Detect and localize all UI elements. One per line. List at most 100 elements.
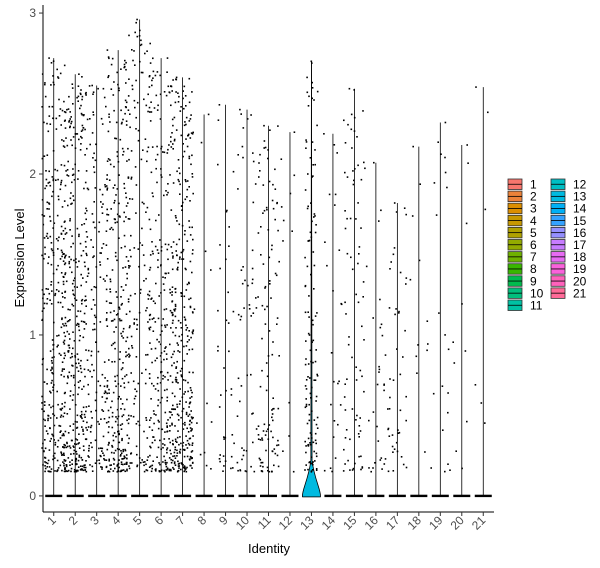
cell-point bbox=[63, 331, 65, 334]
cell-point bbox=[177, 460, 179, 463]
cell-point bbox=[87, 267, 90, 270]
cell-point bbox=[78, 456, 81, 458]
cell-point bbox=[167, 258, 169, 261]
cell-point bbox=[186, 447, 189, 449]
points-8 bbox=[193, 113, 213, 470]
cell-point bbox=[41, 402, 43, 404]
cell-point bbox=[80, 371, 83, 374]
cell-point bbox=[444, 121, 447, 124]
cell-point bbox=[169, 416, 171, 419]
cell-point bbox=[306, 76, 308, 79]
cell-point bbox=[185, 105, 187, 107]
cell-point bbox=[185, 401, 187, 403]
cell-point bbox=[305, 445, 307, 447]
cell-point bbox=[191, 444, 194, 446]
cell-point bbox=[94, 439, 97, 442]
cell-point bbox=[272, 341, 274, 343]
cell-point bbox=[130, 178, 133, 180]
cell-point bbox=[114, 199, 116, 202]
cell-point bbox=[77, 85, 80, 87]
cell-point bbox=[111, 444, 113, 447]
cell-point bbox=[240, 315, 243, 318]
cell-point bbox=[91, 213, 94, 215]
cell-point bbox=[60, 374, 63, 376]
cell-point bbox=[170, 311, 173, 314]
cell-point bbox=[60, 430, 62, 432]
cell-point bbox=[122, 327, 125, 330]
cell-point bbox=[107, 75, 110, 77]
cell-point bbox=[185, 444, 187, 446]
cell-point bbox=[309, 432, 312, 434]
cell-point bbox=[63, 339, 66, 342]
cell-point bbox=[113, 452, 115, 454]
cell-point bbox=[139, 60, 141, 63]
cell-point bbox=[127, 260, 130, 262]
cell-point bbox=[84, 181, 87, 184]
cell-point bbox=[119, 319, 121, 322]
cell-point bbox=[191, 450, 194, 452]
cell-point bbox=[64, 466, 66, 469]
cell-point bbox=[134, 388, 136, 390]
cell-point bbox=[62, 280, 65, 283]
cell-point bbox=[362, 281, 365, 283]
cell-point bbox=[398, 310, 400, 313]
points-12 bbox=[280, 131, 296, 473]
cell-point bbox=[261, 461, 264, 464]
cell-point bbox=[180, 106, 182, 108]
cell-point bbox=[48, 203, 51, 205]
cell-point bbox=[148, 75, 151, 78]
cell-point bbox=[61, 318, 63, 321]
cell-point bbox=[262, 212, 264, 214]
cell-point bbox=[147, 293, 149, 296]
cell-point bbox=[170, 327, 172, 329]
cell-point bbox=[110, 406, 112, 409]
cell-point bbox=[183, 359, 186, 362]
cell-point bbox=[90, 354, 93, 357]
cell-point bbox=[313, 288, 315, 290]
cell-point bbox=[191, 391, 193, 394]
cell-point bbox=[44, 461, 46, 463]
cell-point bbox=[52, 272, 55, 275]
cell-point bbox=[136, 464, 139, 467]
cell-point bbox=[186, 353, 188, 355]
cell-point bbox=[118, 395, 120, 398]
cell-point bbox=[181, 250, 184, 253]
cell-point bbox=[99, 276, 102, 278]
cell-point bbox=[332, 290, 334, 292]
cell-point bbox=[151, 192, 154, 194]
cell-point bbox=[99, 384, 102, 387]
cell-point bbox=[174, 315, 177, 318]
cell-point bbox=[120, 461, 123, 463]
cell-point bbox=[333, 144, 336, 146]
cell-point bbox=[113, 463, 115, 465]
cell-point bbox=[316, 312, 318, 314]
cell-point bbox=[273, 464, 275, 467]
cell-point bbox=[57, 198, 60, 201]
cell-point bbox=[61, 292, 63, 294]
cell-point bbox=[174, 438, 177, 441]
cell-point bbox=[66, 330, 69, 333]
cell-point bbox=[334, 457, 337, 459]
cell-point bbox=[56, 68, 58, 71]
cell-point bbox=[89, 464, 91, 466]
cell-point bbox=[109, 121, 111, 123]
cell-point bbox=[85, 426, 87, 429]
cell-point bbox=[178, 238, 181, 241]
cell-point bbox=[170, 469, 172, 472]
cell-point bbox=[324, 241, 326, 243]
cell-point bbox=[150, 417, 152, 419]
points-5 bbox=[128, 18, 152, 473]
cell-point bbox=[131, 198, 134, 200]
cell-point bbox=[362, 296, 364, 298]
cell-point bbox=[182, 428, 185, 430]
cell-point bbox=[99, 321, 102, 323]
cell-point bbox=[263, 423, 266, 426]
cell-point bbox=[402, 463, 405, 466]
cell-point bbox=[395, 308, 397, 310]
cell-point bbox=[67, 457, 70, 459]
cell-point bbox=[70, 203, 72, 205]
cell-point bbox=[128, 267, 130, 269]
x-tick-label: 2 bbox=[66, 513, 81, 528]
cell-point bbox=[114, 251, 117, 254]
cell-point bbox=[44, 253, 46, 255]
